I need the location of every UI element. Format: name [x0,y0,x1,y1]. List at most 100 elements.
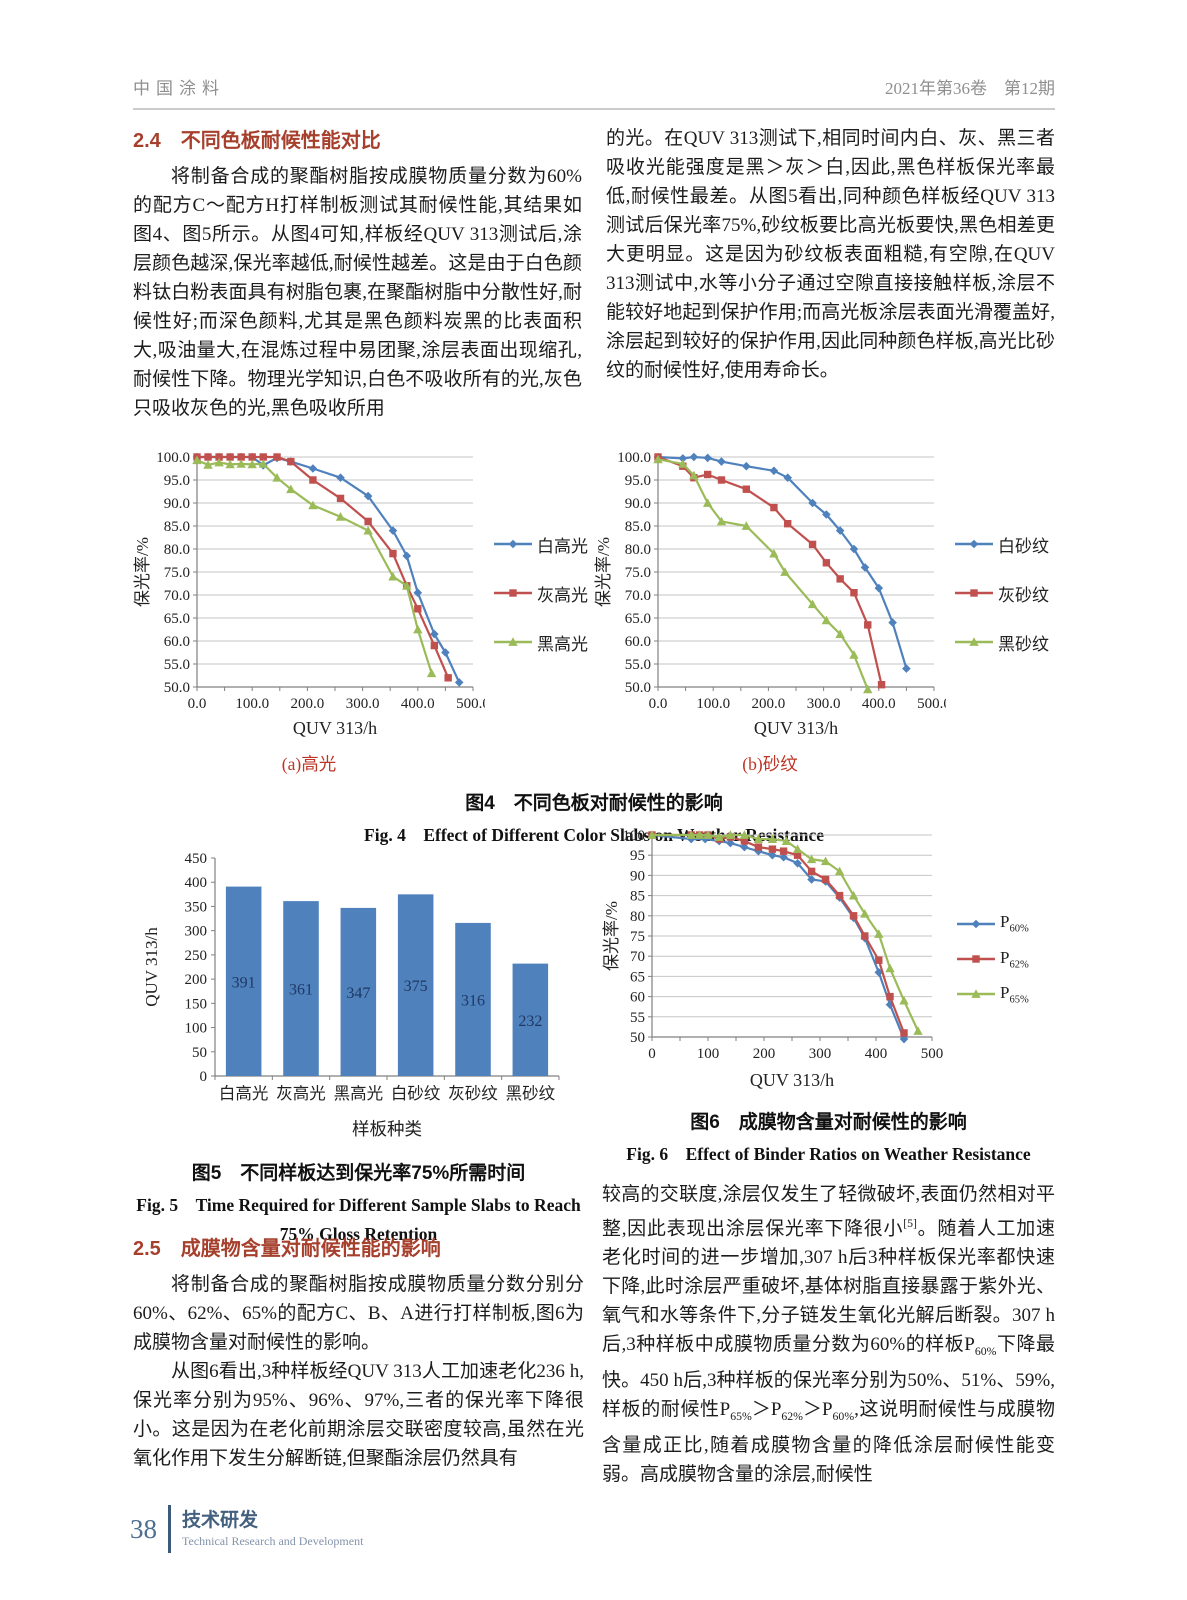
svg-text:70: 70 [630,949,645,965]
svg-text:85.0: 85.0 [625,519,651,535]
svg-text:75.0: 75.0 [625,565,651,581]
svg-text:232: 232 [518,1013,542,1030]
svg-text:75.0: 75.0 [164,565,190,581]
figure-5-caption-en-line1: Fig. 5 Time Required for Different Sampl… [136,1195,581,1215]
right-column-lower: 50 55 60 65 70 75 80 85 90 95 100 0 100 200 300 400 500 Q… [602,823,1055,1489]
svg-text:90.0: 90.0 [164,496,190,512]
svg-text:400: 400 [865,1046,888,1062]
svg-text:白高光: 白高光 [218,1084,268,1103]
svg-text:保光率/%: 保光率/% [133,537,152,607]
svg-text:65: 65 [630,969,645,985]
fig4b-subcaption: (b)砂纹 [742,754,798,774]
right-top-paragraph: 的光。在QUV 313测试下,相同时间内白、灰、黑三者吸收光能强度是黑＞灰＞白,… [606,128,1055,381]
right-bottom-paragraph: 较高的交联度,涂层仅发生了轻微破坏,表面仍然相对平整,因此表现出涂层保光率下降很… [602,1184,1055,1485]
fig4b-plot: 50.0 55.0 60.0 65.0 70.0 75.0 80.0 85.0 90.0 95.0… [594,450,946,738]
footer-section-en: Technical Research and Development [182,1534,364,1548]
svg-text:85.0: 85.0 [164,519,190,535]
svg-text:80.0: 80.0 [164,542,190,558]
svg-text:60: 60 [630,990,645,1006]
figure-4: 50.0 55.0 60.0 65.0 70.0 75.0 80.0 85.0 90.0 95.0… [133,443,1055,847]
section-2-5: 2.5 成膜物含量对耐候性能的影响 将制备合成的聚酯树脂按成膜物质量分数分别分6… [133,1232,584,1473]
legend-label: 灰砂纹 [998,585,1049,605]
legend-marker-icon [494,539,532,549]
section-2-4-paragraph: 将制备合成的聚酯树脂按成膜物质量分数为60%的配方C～配方H打样制板测试其耐候性… [133,166,582,419]
svg-text:80.0: 80.0 [625,542,651,558]
figure-5: 0 50 100 150 200 250 300 350 400 450 391 白高光 361 灰高光 3… [133,846,584,1245]
svg-text:QUV 313/h: QUV 313/h [142,927,161,1007]
svg-text:90.0: 90.0 [625,496,651,512]
svg-text:保光率/%: 保光率/% [594,537,613,607]
svg-text:100.0: 100.0 [617,450,651,466]
fig4b-legend: 白砂纹灰砂纹黑砂纹 [946,443,1049,743]
legend-label: 黑砂纹 [998,634,1049,654]
figure-6-caption-en: Fig. 6 Effect of Binder Ratios on Weathe… [626,1144,1031,1164]
fig5-bar-chart: 0 50 100 150 200 250 300 350 400 450 391 白高光 361 灰高光 3… [133,846,584,1146]
svg-text:0.0: 0.0 [649,696,668,712]
svg-text:100: 100 [697,1046,720,1062]
legend-item: P62% [956,948,1029,970]
legend-item: 灰砂纹 [954,581,1049,606]
svg-text:500: 500 [921,1046,944,1062]
fig6-legend: P60% P62% P65% [948,823,1029,1095]
svg-text:391: 391 [231,974,255,991]
legend-item: 灰高光 [493,581,588,606]
svg-text:50: 50 [630,1030,645,1046]
legend-label: P62% [1000,947,1029,971]
fig4a-legend: 白高光 灰高光 黑高光 [485,443,588,743]
svg-text:200: 200 [753,1046,776,1062]
svg-text:400.0: 400.0 [862,696,896,712]
svg-text:70.0: 70.0 [625,588,651,604]
svg-text:60.0: 60.0 [164,634,190,650]
svg-text:100.0: 100.0 [235,696,269,712]
legend-item: 黑砂纹 [954,630,1049,655]
svg-text:55.0: 55.0 [625,657,651,673]
figure-6-caption-cn: 图6 成膜物含量对耐候性的影响 [690,1112,967,1133]
svg-text:400.0: 400.0 [401,696,435,712]
footer-divider-bar [168,1505,171,1553]
fig6-plot: 50 55 60 65 70 75 80 85 90 95 100 0 100 200 300 400 500 Q… [602,828,944,1090]
fig6-line-chart: 50 55 60 65 70 75 80 85 90 95 100 0 100 200 300 400 500 Q… [602,823,1055,1095]
svg-text:85: 85 [630,889,645,905]
svg-text:500.0: 500.0 [917,696,946,712]
legend-marker-icon [957,919,995,928]
top-two-columns: 2.4 不同色板耐候性能对比 将制备合成的聚酯树脂按成膜物质量分数为60%的配方… [133,124,1055,423]
svg-text:350: 350 [184,899,207,915]
section-2-5-heading: 2.5 成膜物含量对耐候性能的影响 [133,1238,441,1260]
svg-text:样板种类: 样板种类 [352,1119,422,1139]
svg-text:100: 100 [623,828,646,844]
svg-text:0: 0 [648,1046,656,1062]
figure-4-caption-cn: 图4 不同色板对耐候性的影响 [465,793,723,814]
svg-text:500.0: 500.0 [456,696,485,712]
svg-text:347: 347 [346,985,370,1002]
legend-marker-icon [955,589,993,597]
section-2-5-paragraph-1: 将制备合成的聚酯树脂按成膜物质量分数分别分60%、62%、65%的配方C、B、A… [133,1274,584,1353]
svg-text:95.0: 95.0 [164,473,190,489]
svg-text:100.0: 100.0 [156,450,190,466]
svg-text:黑高光: 黑高光 [333,1084,383,1103]
legend-label: 黑高光 [537,634,588,654]
svg-text:95.0: 95.0 [625,473,651,489]
legend-marker-icon [955,539,993,549]
journal-name: 中国涂料 [133,79,225,98]
svg-text:QUV 313/h: QUV 313/h [754,718,838,738]
legend-marker-icon [957,989,995,999]
svg-text:0.0: 0.0 [188,696,207,712]
svg-text:100.0: 100.0 [696,696,730,712]
svg-text:250: 250 [184,948,207,964]
svg-text:50: 50 [192,1045,207,1061]
svg-text:300.0: 300.0 [346,696,380,712]
svg-text:70.0: 70.0 [164,588,190,604]
legend-item: 白砂纹 [954,532,1049,557]
fig4b-line-chart: 50.0 55.0 60.0 65.0 70.0 75.0 80.0 85.0 90.0 95.0… [594,443,1055,743]
fig5-plot: 0 50 100 150 200 250 300 350 400 450 391 白高光 361 灰高光 3… [142,851,559,1139]
legend-label: 灰高光 [537,585,588,605]
svg-text:361: 361 [289,982,313,999]
fig4a-subcaption: (a)高光 [281,754,337,774]
page-number: 38 [130,1513,157,1544]
svg-text:灰砂纹: 灰砂纹 [448,1084,498,1103]
svg-text:450: 450 [184,851,207,867]
legend-marker-icon [955,637,993,646]
issue-info: 2021年第36卷 第12期 [885,79,1055,98]
legend-marker-icon [494,589,532,597]
